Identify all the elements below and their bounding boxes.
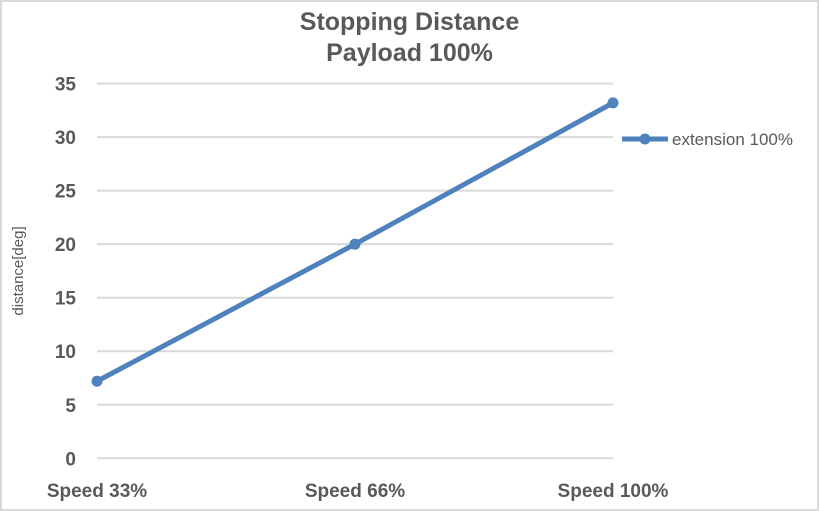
y-axis-tick-label: 15 [55,289,77,310]
y-axis-tick-label: 10 [55,342,76,363]
data-point [607,97,619,109]
y-axis-tick-label: 5 [65,396,76,417]
y-axis-tick-label: 0 [65,449,76,470]
chart-title: Stopping Distance Payload 100% [2,7,817,69]
data-point [91,375,103,387]
legend-marker-icon [639,133,651,145]
legend-label: extension 100% [672,130,793,149]
y-axis-tick-label: 20 [55,235,76,256]
x-axis-category-label: Speed 66% [305,481,405,502]
chart-title-line-2: Payload 100% [326,39,493,67]
chart-title-line-1: Stopping Distance [299,8,520,36]
y-axis-tick-label: 35 [55,75,77,96]
x-axis-category-label: Speed 33% [47,481,147,502]
x-axis-category-label: Speed 100% [558,481,669,502]
y-axis-tick-label: 25 [55,182,77,203]
data-point [349,238,361,250]
y-axis-title: distance[deg] [10,226,27,315]
y-axis-tick-label: 30 [55,128,76,149]
